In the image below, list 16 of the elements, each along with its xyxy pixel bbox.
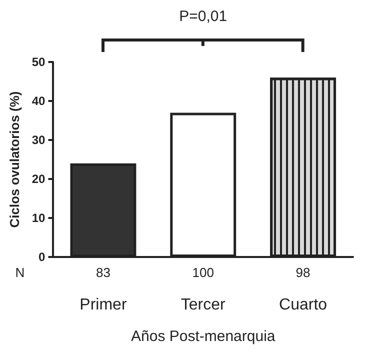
text: N (15, 265, 25, 280)
y-axis-title: Ciclos ovulatorios (%) (7, 91, 22, 228)
text: 98 (296, 265, 310, 280)
y-tick-label: 20 (32, 172, 46, 186)
text: P=0,01 (179, 8, 228, 25)
y-tick-label: 10 (32, 211, 46, 225)
x-tick-label: Tercer (180, 296, 226, 314)
x-tick-label: Primer (80, 296, 128, 314)
text: 83 (96, 265, 110, 280)
x-axis-title: Años Post-menarquia (131, 328, 276, 345)
y-tick-label: 50 (32, 55, 46, 69)
y-tick-label: 40 (32, 94, 46, 108)
y-tick-label: 0 (38, 250, 46, 264)
x-tick-label: Cuarto (279, 296, 328, 314)
y-tick-label: 30 (32, 133, 46, 147)
text: 100 (192, 265, 214, 280)
